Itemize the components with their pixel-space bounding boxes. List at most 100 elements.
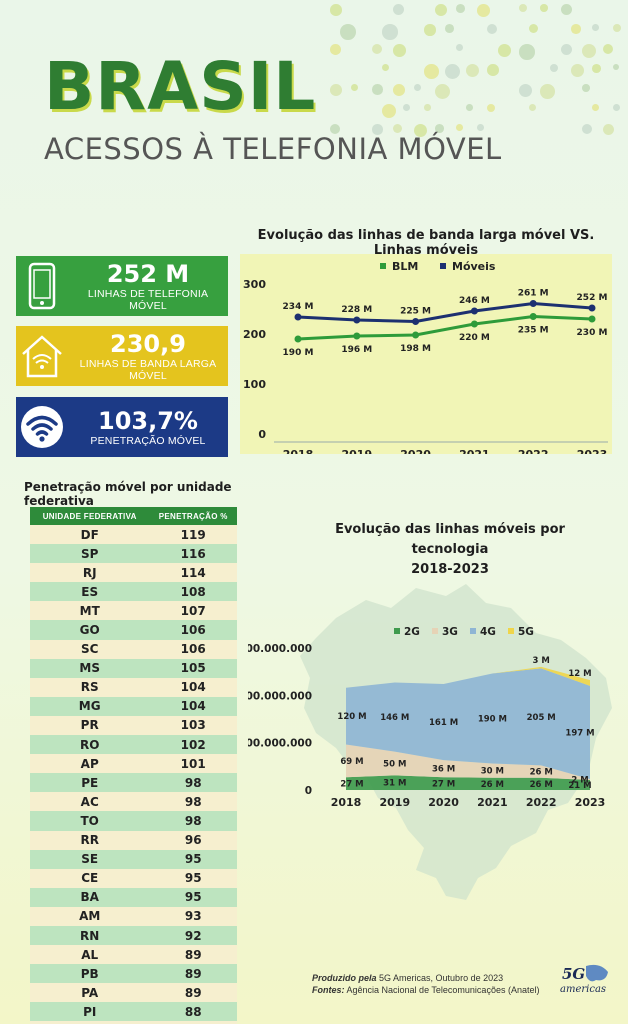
legend-label: 3G (442, 626, 458, 638)
uf-cell: MG (30, 696, 150, 716)
data-point (353, 332, 361, 340)
kpi-value: 252 M (106, 260, 190, 288)
x-tick-label: 2018 (331, 796, 362, 809)
decorative-dot (561, 4, 572, 15)
data-label: 220 M (459, 333, 490, 343)
uf-cell: ES (30, 582, 150, 602)
table-row: RN 92 (30, 925, 237, 946)
data-label: 69 M (340, 757, 363, 767)
data-label: 31 M (383, 779, 406, 789)
table-row: MT 107 (30, 601, 237, 621)
decorative-dot (466, 64, 480, 78)
decorative-dot (550, 64, 559, 73)
penetration-cell: 95 (149, 849, 237, 869)
y-tick-label: 0 (305, 785, 312, 797)
decorative-dot (435, 84, 450, 99)
decorative-dot (382, 104, 397, 119)
kpi-label: LINHAS DE BANDA LARGA MÓVEL (79, 358, 217, 382)
data-label: 234 M (283, 302, 314, 312)
uf-cell: SP (30, 544, 150, 564)
penetration-cell: 89 (149, 945, 237, 965)
data-label: 12 M (568, 669, 591, 679)
table-row: PR 103 (30, 715, 237, 736)
data-label: 146 M (380, 713, 409, 723)
penetration-cell: 105 (149, 658, 237, 678)
penetration-cell: 108 (149, 582, 237, 602)
data-label: 225 M (400, 307, 431, 317)
data-point (588, 315, 596, 323)
data-point (294, 335, 302, 343)
x-tick-label: 2023 (575, 796, 606, 809)
legend-label: Móveis (452, 260, 496, 273)
uf-cell: RR (30, 830, 150, 850)
data-label: 3 M (533, 656, 550, 666)
table-row: RJ 114 (30, 563, 237, 583)
decorative-dot (435, 4, 447, 16)
line-chart: 0 100 200 300 2018 2019 2020 2021 2022 2023 BLM Móv… (243, 260, 608, 461)
uf-cell: RN (30, 925, 150, 946)
x-tick-label: 2022 (518, 448, 549, 454)
table-header-row: UNIDADE FEDERATIVA PENETRAÇÃO % (30, 507, 237, 525)
x-tick-label: 2020 (400, 448, 431, 454)
table-row: RO 102 (30, 735, 237, 755)
data-label: 261 M (518, 289, 549, 299)
area-chart-subtitle: 2018-2023 (411, 562, 489, 577)
decorative-dot (382, 24, 398, 40)
table-row: DF 119 (30, 525, 237, 545)
decorative-dot (582, 84, 590, 92)
decorative-dot (519, 44, 535, 60)
penetration-cell: 98 (149, 773, 237, 793)
smartphone-icon (16, 256, 68, 316)
data-point (353, 316, 361, 324)
data-point (470, 320, 478, 328)
data-label: 230 M (577, 328, 608, 338)
decorative-dot (582, 44, 597, 59)
decorative-dot (561, 44, 572, 55)
decorative-dot (456, 4, 465, 13)
uf-cell: SE (30, 849, 150, 869)
area-band-3G (346, 744, 590, 781)
area-chart-title: Evolução das linhas móveis por tecnologi… (300, 520, 600, 580)
kpi-value: 230,9 (110, 330, 186, 358)
penetration-cell: 98 (149, 792, 237, 812)
x-tick-label: 2019 (341, 448, 372, 454)
data-label: 190 M (283, 348, 314, 358)
footer-sources-text: Agência Nacional de Telecomunicações (An… (346, 985, 540, 995)
penetration-cell: 93 (149, 906, 237, 926)
uf-cell: RS (30, 677, 150, 697)
data-label: 27 M (340, 780, 363, 790)
y-tick-label: 100.000.000 (248, 738, 312, 750)
area-band-4G (346, 668, 590, 780)
kpi-label: PENETRAÇÃO MÓVEL (90, 435, 206, 447)
penetration-cell: 92 (149, 925, 237, 946)
legend-label: 2G (404, 626, 420, 638)
uf-cell: BA (30, 887, 150, 907)
decorative-dot (424, 104, 431, 111)
penetration-cell: 89 (149, 983, 237, 1003)
table-row: AP 101 (30, 754, 237, 774)
uf-cell: PE (30, 773, 150, 793)
table-row: ES 108 (30, 582, 237, 602)
stacked-area-chart: 0 100.000.000 200.000.000 300.000.000 2018 20… (248, 626, 606, 809)
kpi-card-mobile-lines: 252 M LINHAS DE TELEFONIA MÓVEL (16, 256, 228, 316)
table-row: BA 95 (30, 887, 237, 907)
table-row: PE 98 (30, 773, 237, 793)
table-row: RS 104 (30, 677, 237, 697)
decorative-dot (435, 124, 444, 133)
footer-produced-text: 5G Americas, Outubro de 2023 (379, 973, 504, 983)
uf-cell: PI (30, 1002, 150, 1022)
decorative-dot (466, 104, 473, 111)
data-label: 26 M (530, 768, 553, 778)
wifi-icon (16, 397, 68, 457)
svg-text:5G: 5G (562, 965, 585, 983)
decorative-dot (540, 4, 548, 12)
data-label: 21 M (568, 781, 591, 791)
uf-cell: MT (30, 601, 150, 621)
data-label: 2 M (571, 776, 588, 786)
uf-cell: PB (30, 964, 150, 984)
decorative-dot (529, 24, 539, 34)
data-point (588, 304, 596, 312)
decorative-dot (592, 24, 599, 31)
penetration-cell: 88 (149, 1002, 237, 1022)
decorative-dot (603, 44, 614, 55)
